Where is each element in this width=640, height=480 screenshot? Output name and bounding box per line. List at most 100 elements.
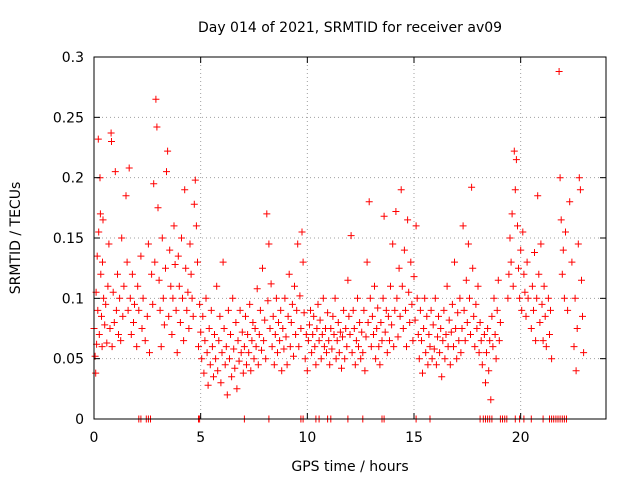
data-point [145, 241, 152, 248]
x-axis-label: GPS time / hours [291, 459, 408, 475]
data-point [491, 295, 498, 302]
data-point [397, 313, 404, 320]
data-point [243, 361, 250, 368]
data-point [376, 361, 383, 368]
data-point [577, 186, 584, 193]
data-point [421, 295, 428, 302]
data-point [192, 177, 199, 184]
data-point [356, 319, 363, 326]
data-point [347, 331, 354, 338]
data-points [91, 68, 588, 423]
data-point [248, 337, 255, 344]
data-point [101, 321, 108, 328]
data-point [126, 165, 133, 172]
data-point [144, 313, 151, 320]
data-point [139, 325, 146, 332]
data-point [374, 305, 381, 312]
data-point [466, 295, 473, 302]
tick-labels: 00.050.10.150.20.250.30 5 10 15 20 [53, 50, 530, 446]
data-point [270, 313, 277, 320]
data-point [368, 343, 375, 350]
data-point [221, 325, 228, 332]
data-point [285, 313, 292, 320]
data-point [277, 307, 284, 314]
data-point [92, 370, 99, 377]
data-point [307, 307, 314, 314]
data-point [308, 349, 315, 356]
data-point [331, 331, 338, 338]
y-tick-label: 0.3 [62, 50, 84, 66]
data-point [226, 355, 233, 362]
data-point [159, 235, 166, 242]
data-point [253, 343, 260, 350]
data-point [520, 271, 527, 278]
data-point [231, 365, 238, 372]
data-point [424, 361, 431, 368]
data-point [120, 283, 127, 290]
data-point [129, 271, 136, 278]
data-point [359, 349, 366, 356]
data-point [370, 331, 377, 338]
data-point [166, 247, 173, 254]
data-point [229, 295, 236, 302]
data-point [219, 349, 226, 356]
data-point [392, 208, 399, 215]
data-point [365, 319, 372, 326]
data-point [508, 259, 515, 266]
data-point [433, 361, 440, 368]
data-point [404, 216, 411, 223]
data-point [430, 321, 437, 328]
data-point [312, 361, 319, 368]
data-point [268, 280, 275, 287]
data-point [379, 337, 386, 344]
x-tick-label: 0 [90, 430, 99, 446]
data-point [578, 277, 585, 284]
data-point [541, 283, 548, 290]
data-point [249, 319, 256, 326]
data-point [183, 307, 190, 314]
data-point [349, 349, 356, 356]
data-point [353, 337, 360, 344]
data-point [450, 343, 457, 350]
data-point [149, 301, 156, 308]
data-point [453, 355, 460, 362]
data-point [263, 210, 270, 217]
data-point [470, 313, 477, 320]
data-point [115, 331, 122, 338]
data-point [160, 295, 167, 302]
data-point [452, 325, 459, 332]
data-point [265, 241, 272, 248]
data-point [465, 241, 472, 248]
data-point [389, 241, 396, 248]
data-point [189, 295, 196, 302]
data-point [358, 329, 365, 336]
data-point [169, 295, 176, 302]
data-point [574, 325, 581, 332]
data-point [194, 259, 201, 266]
data-point [254, 285, 261, 292]
data-point [98, 313, 105, 320]
data-point [558, 216, 565, 223]
chart-title: Day 014 of 2021, SRMTID for receiver av0… [198, 20, 502, 36]
data-point [142, 337, 149, 344]
data-point [338, 365, 345, 372]
data-point [176, 283, 183, 290]
data-point [164, 148, 171, 155]
data-point [341, 355, 348, 362]
data-point [507, 235, 514, 242]
data-point [278, 367, 285, 374]
data-point [295, 343, 302, 350]
data-point [168, 331, 175, 338]
data-point [114, 271, 121, 278]
data-point [367, 295, 374, 302]
data-point [310, 313, 317, 320]
x-tick-label: 15 [405, 430, 423, 446]
data-point [97, 271, 104, 278]
data-point [472, 301, 479, 308]
data-point [488, 313, 495, 320]
data-point [471, 343, 478, 350]
data-point [232, 319, 239, 326]
data-point [361, 367, 368, 374]
data-point [340, 307, 347, 314]
data-point [418, 337, 425, 344]
